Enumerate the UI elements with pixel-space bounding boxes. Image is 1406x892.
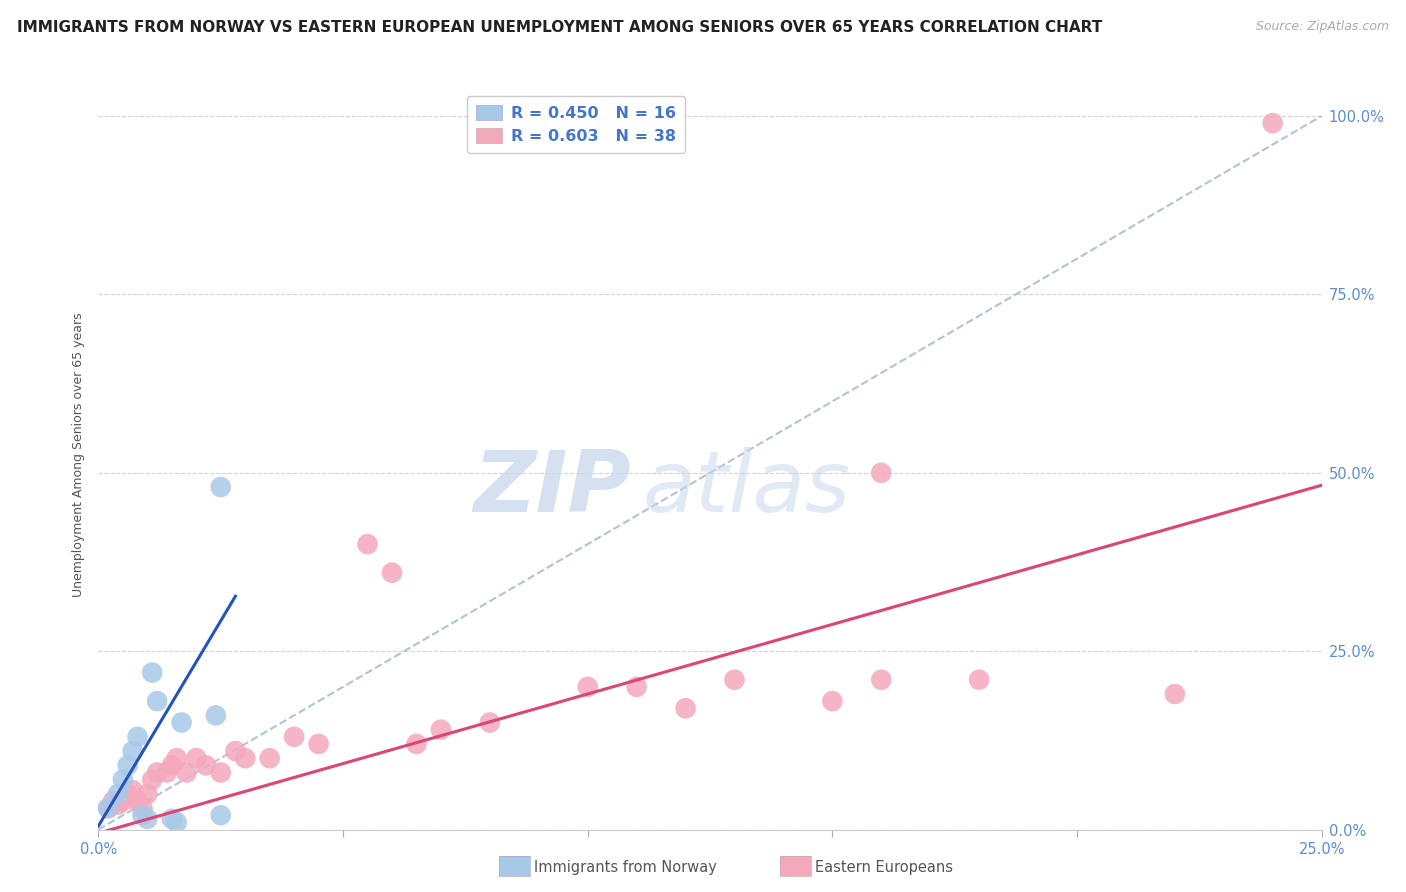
Point — [141, 772, 163, 787]
Point — [111, 794, 134, 808]
Text: ZIP: ZIP — [472, 447, 630, 530]
Point — [967, 673, 990, 687]
Legend: R = 0.450   N = 16, R = 0.603   N = 38: R = 0.450 N = 16, R = 0.603 N = 38 — [467, 95, 685, 153]
Point — [626, 680, 648, 694]
Point — [870, 673, 893, 687]
Point — [209, 808, 232, 822]
Point — [381, 566, 404, 580]
Y-axis label: Unemployment Among Seniors over 65 years: Unemployment Among Seniors over 65 years — [72, 312, 84, 598]
Point — [723, 673, 745, 687]
Point — [1261, 116, 1284, 130]
Point — [160, 812, 183, 826]
Point — [186, 751, 208, 765]
Point — [127, 730, 149, 744]
Point — [166, 751, 188, 765]
Point — [405, 737, 427, 751]
Point — [430, 723, 453, 737]
Point — [259, 751, 281, 765]
Point — [478, 715, 501, 730]
Point — [131, 801, 153, 815]
Point — [146, 694, 169, 708]
Point — [107, 797, 129, 812]
Point — [146, 765, 169, 780]
Point — [176, 765, 198, 780]
Point — [576, 680, 599, 694]
Point — [121, 783, 143, 797]
Point — [117, 758, 139, 772]
Text: IMMIGRANTS FROM NORWAY VS EASTERN EUROPEAN UNEMPLOYMENT AMONG SENIORS OVER 65 YE: IMMIGRANTS FROM NORWAY VS EASTERN EUROPE… — [17, 20, 1102, 35]
Point — [127, 794, 149, 808]
Point — [308, 737, 330, 751]
Point — [107, 787, 129, 801]
Point — [233, 751, 256, 765]
Point — [170, 715, 193, 730]
Point — [209, 765, 232, 780]
Point — [209, 480, 232, 494]
Point — [356, 537, 378, 551]
Point — [675, 701, 697, 715]
Point — [141, 665, 163, 680]
Point — [1164, 687, 1187, 701]
Point — [224, 744, 246, 758]
Point — [195, 758, 218, 772]
Text: Immigrants from Norway: Immigrants from Norway — [534, 860, 717, 874]
Point — [97, 801, 120, 815]
Point — [205, 708, 228, 723]
Text: atlas: atlas — [643, 447, 851, 530]
Point — [136, 812, 159, 826]
Text: Eastern Europeans: Eastern Europeans — [815, 860, 953, 874]
Point — [117, 787, 139, 801]
Point — [870, 466, 893, 480]
Point — [121, 744, 143, 758]
Point — [160, 758, 183, 772]
Point — [283, 730, 305, 744]
Point — [821, 694, 844, 708]
Text: Source: ZipAtlas.com: Source: ZipAtlas.com — [1256, 20, 1389, 33]
Point — [111, 772, 134, 787]
Point — [131, 808, 153, 822]
Point — [136, 787, 159, 801]
Point — [156, 765, 179, 780]
Point — [97, 801, 120, 815]
Point — [101, 794, 124, 808]
Point — [166, 815, 188, 830]
